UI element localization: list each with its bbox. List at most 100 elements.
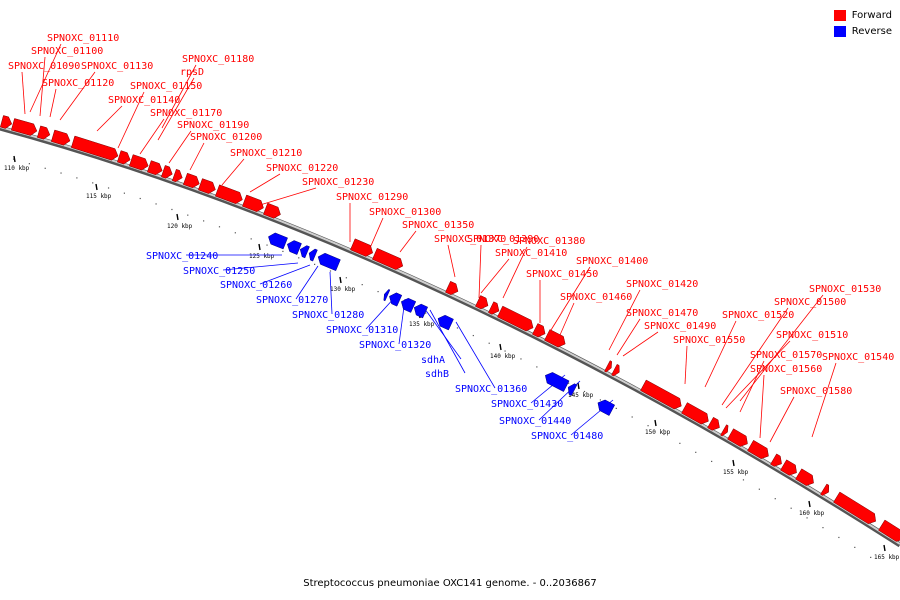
legend-reverse-label: Reverse [851, 26, 892, 37]
kbp-label: 110 kbp [4, 165, 30, 172]
forward-gene-17 [372, 247, 404, 270]
reverse-gene-label: SPNOXC_01270 [256, 295, 328, 306]
kbp-label: 165 kbp [874, 554, 900, 561]
forward-gene-label: SPNOXC_01500 [774, 297, 846, 308]
forward-leader [59, 71, 96, 121]
reverse-gene-label: SPNOXC_01360 [455, 384, 527, 395]
forward-leader [117, 91, 145, 149]
major-tick [654, 419, 657, 427]
reverse-leader [295, 265, 319, 300]
minor-tick [60, 172, 62, 174]
forward-gene-label: SPNOXC_01560 [750, 364, 822, 375]
forward-gene-label: SPNOXC_01300 [369, 207, 441, 218]
legend-forward: Forward [833, 8, 892, 23]
forward-leader [157, 77, 195, 141]
reverse-gene-9 [413, 303, 429, 319]
map-caption: Streptococcus pneumoniae OXC141 genome. … [303, 578, 597, 589]
forward-gene-27 [681, 402, 709, 425]
forward-gene-label: SPNOXC_01110 [47, 33, 119, 44]
forward-swatch [833, 10, 846, 21]
minor-tick [139, 197, 141, 200]
minor-tick [536, 366, 538, 368]
legend-forward-label: Forward [851, 10, 892, 21]
minor-tick [695, 451, 697, 453]
major-tick [732, 459, 735, 467]
reverse-gene-11 [545, 372, 570, 392]
forward-leader [550, 266, 591, 331]
forward-leader [811, 362, 837, 438]
forward-gene-24 [604, 360, 612, 373]
forward-leader [168, 130, 192, 164]
forward-gene-label: SPNOXC_01510 [776, 330, 848, 341]
major-tick [258, 243, 261, 251]
minor-tick [520, 358, 522, 360]
forward-leader [559, 302, 575, 336]
kbp-ticks: 110 kbp 115 kbp 120 kbp 125 kbp 130 kbp 135 k… [4, 155, 900, 561]
forward-gene-label: rpsD [180, 67, 204, 78]
forward-leader [96, 105, 123, 132]
forward-gene-label: SPNOXC_01190 [177, 120, 249, 131]
minor-tick [44, 167, 46, 169]
forward-gene-6 [116, 150, 131, 165]
forward-gene-9 [160, 165, 173, 179]
reverse-swatch [833, 26, 846, 37]
forward-leader [478, 244, 482, 299]
minor-tick [171, 208, 173, 211]
minor-tick [250, 238, 252, 240]
reverse-gene-label: sdhB [425, 369, 449, 380]
minor-tick [472, 334, 474, 337]
reverse-gene-label: SPNOXC_01240 [146, 251, 218, 262]
reverse-leader [421, 304, 462, 360]
forward-gene-3 [36, 125, 51, 140]
forward-leader [759, 374, 765, 439]
legend-reverse: Reverse [833, 24, 892, 39]
forward-gene-2 [10, 118, 38, 136]
minor-tick [599, 399, 601, 401]
reverse-gene-label: SPNOXC_01430 [491, 399, 563, 410]
forward-leader [49, 88, 57, 118]
forward-gene-14 [242, 194, 264, 212]
forward-leader [704, 320, 737, 388]
forward-leader [21, 71, 26, 115]
reverse-gene-label: sdhA [421, 355, 445, 366]
minor-tick [282, 250, 284, 253]
forward-gene-label: SPNOXC_01460 [560, 292, 632, 303]
forward-leader [447, 244, 456, 278]
minor-tick [488, 342, 490, 344]
reverse-gene-label: SPNOXC_01280 [292, 310, 364, 321]
minor-tick [568, 382, 570, 384]
forward-leader [189, 142, 205, 171]
minor-tick [155, 203, 157, 205]
forward-gene-11 [182, 172, 200, 189]
kbp-label: 140 kbp [490, 353, 516, 360]
forward-leader [139, 118, 165, 155]
minor-tick [583, 390, 586, 393]
minor-tick [758, 488, 760, 490]
forward-gene-4 [50, 129, 71, 146]
forward-gene-26 [640, 379, 682, 410]
backbone-highlight [0, 126, 900, 545]
minor-tick [425, 312, 427, 314]
reverse-gene-label: SPNOXC_01440 [499, 416, 571, 427]
reverse-gene-label: SPNOXC_01480 [531, 431, 603, 442]
forward-leader [221, 158, 245, 186]
minor-tick [854, 546, 856, 548]
forward-gene-label: SPNOXC_01170 [150, 108, 222, 119]
forward-gene-5 [70, 135, 119, 161]
forward-gene-label: SPNOXC_01390 [467, 234, 539, 245]
forward-leader [739, 360, 765, 413]
forward-gene-18 [445, 280, 459, 295]
forward-leader [399, 230, 417, 253]
forward-leader [502, 246, 528, 299]
forward-gene-21 [497, 305, 534, 332]
forward-gene-23 [544, 329, 566, 348]
forward-leader [616, 318, 641, 356]
minor-tick [266, 244, 268, 246]
major-tick [176, 213, 179, 221]
minor-tick [107, 187, 110, 189]
forward-gene-30 [727, 428, 748, 447]
minor-tick [774, 498, 776, 500]
forward-leader [259, 187, 317, 206]
